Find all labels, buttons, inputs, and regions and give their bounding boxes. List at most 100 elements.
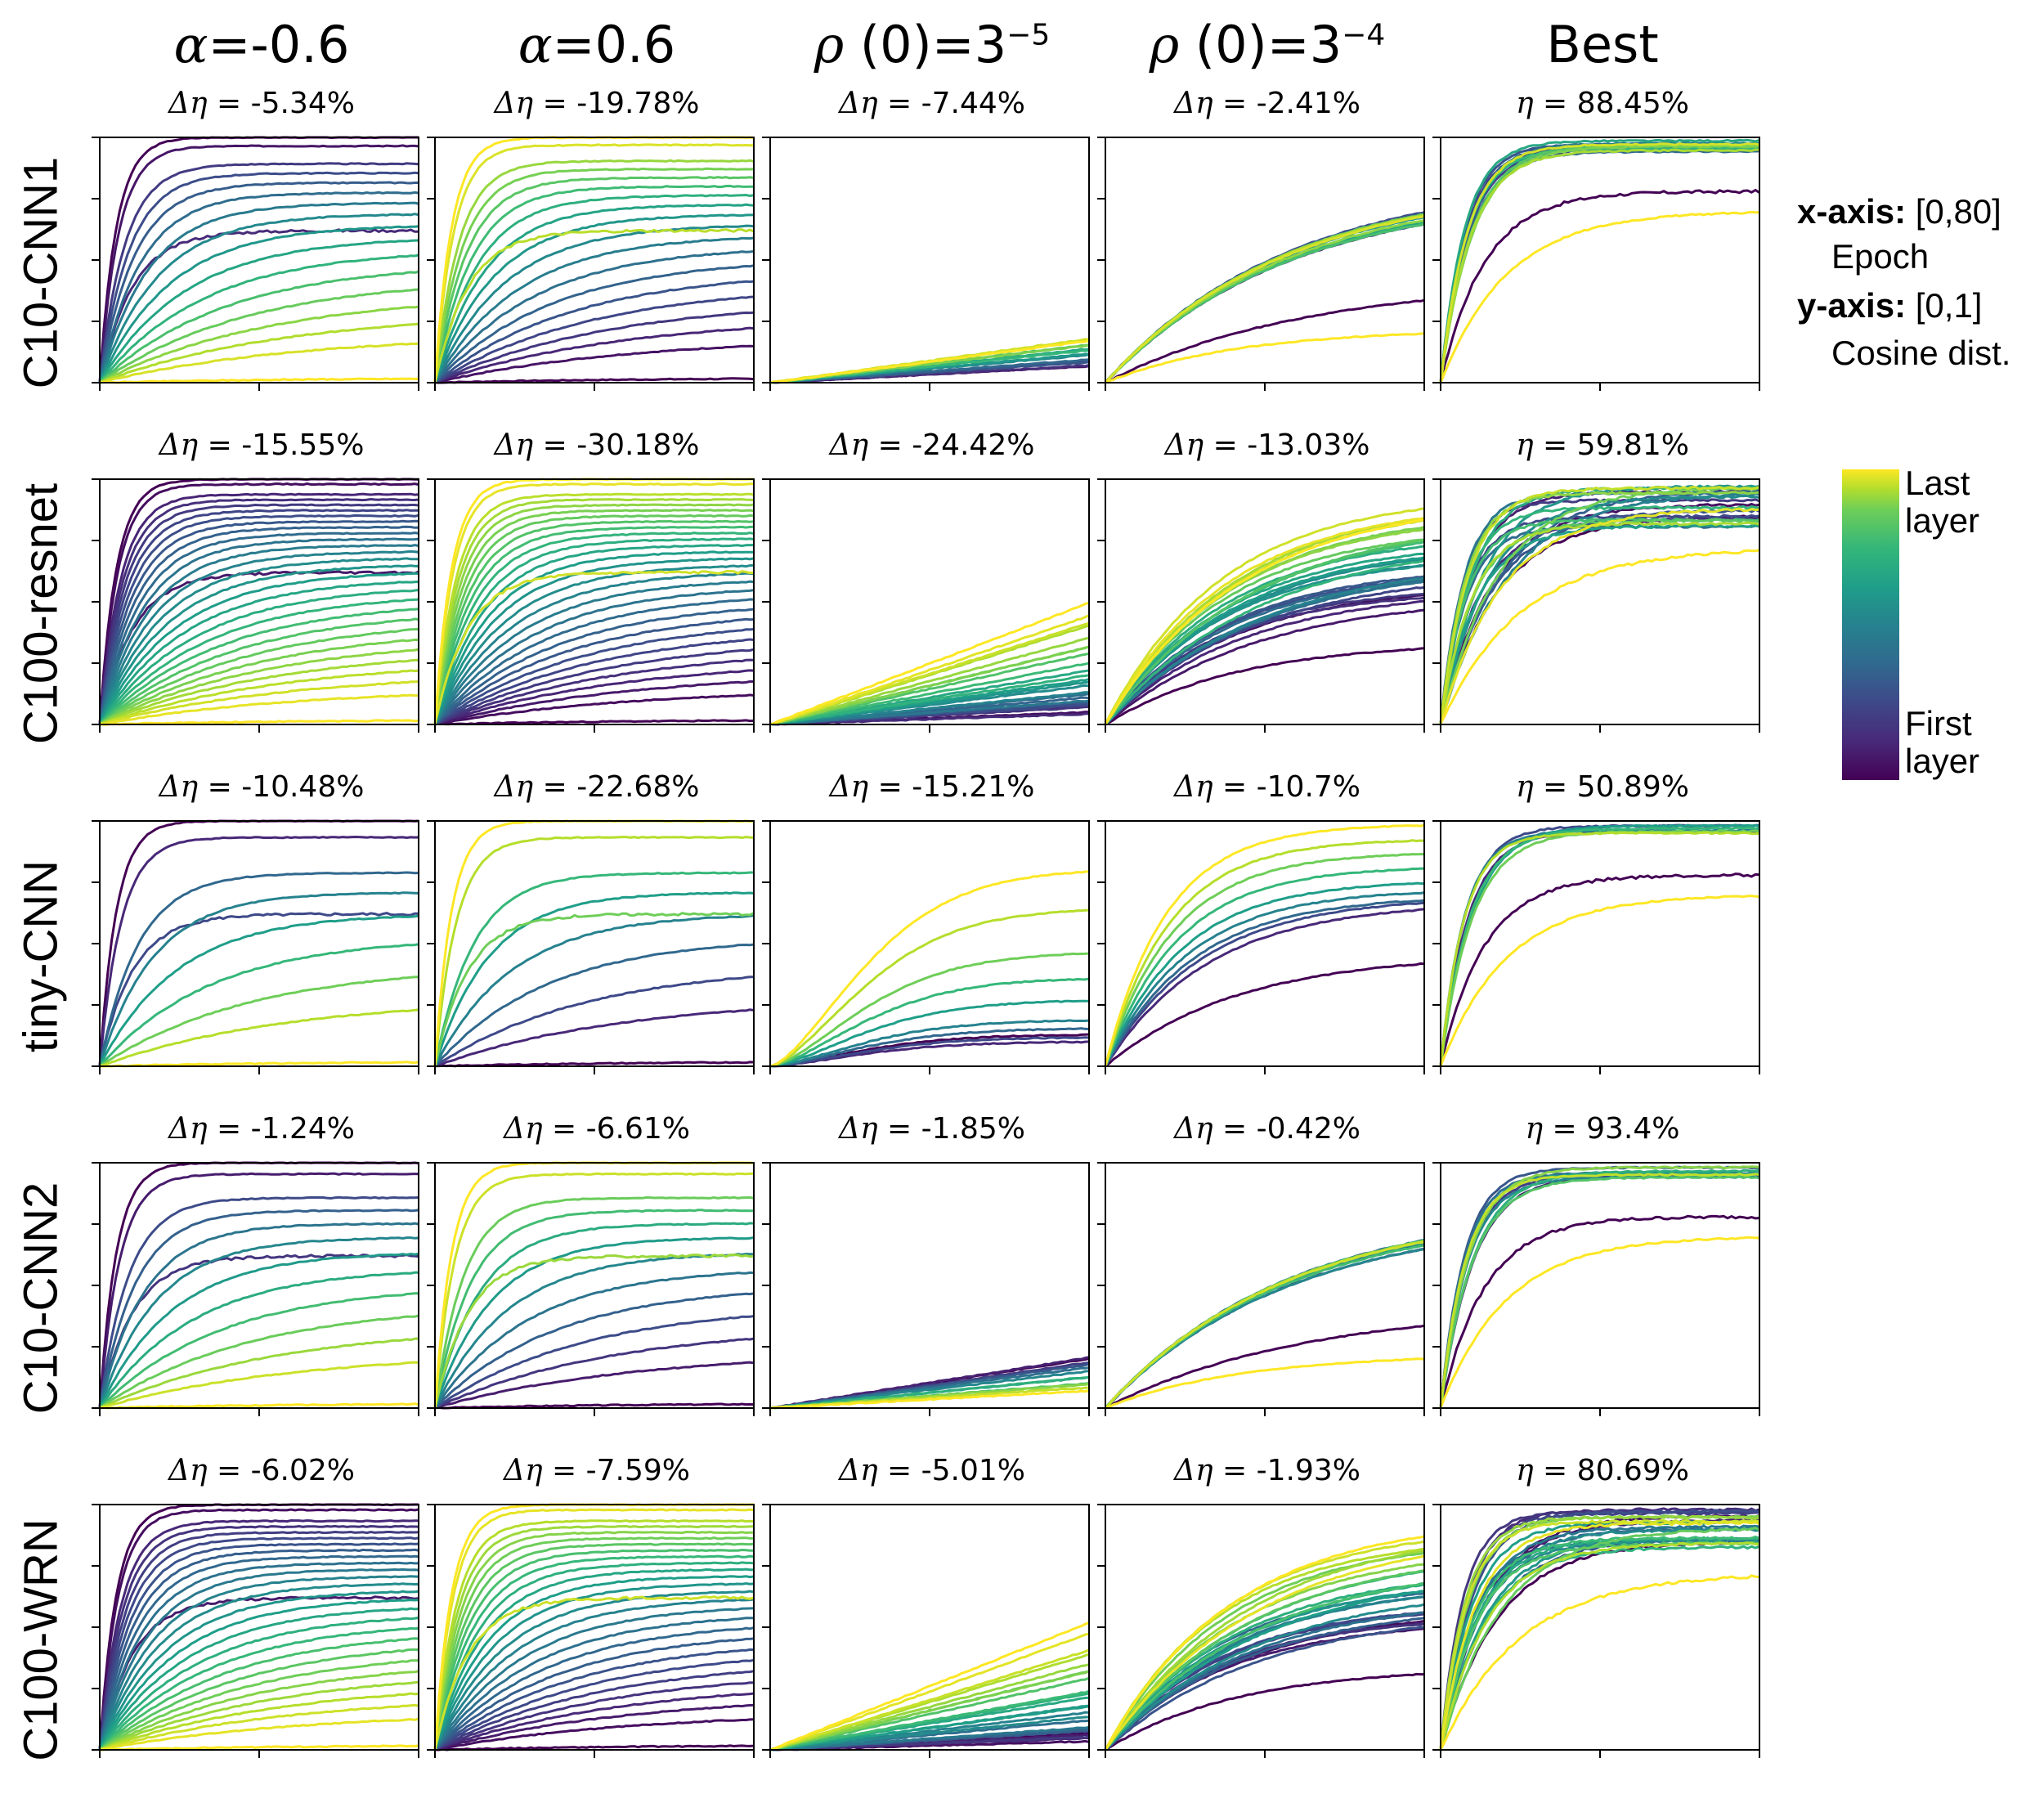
layer-line xyxy=(1104,1238,1425,1409)
layer-line xyxy=(433,1542,755,1751)
layer-line xyxy=(1104,867,1425,1067)
panel-title: Δη = -30.18% xyxy=(494,428,700,462)
layer-line xyxy=(433,1617,754,1751)
panel-title: η = 93.4% xyxy=(1525,1112,1680,1146)
layer-line xyxy=(1104,1243,1425,1410)
layer-line xyxy=(1104,1535,1425,1751)
layer-line xyxy=(1439,1175,1760,1409)
layer-line xyxy=(1105,1357,1425,1410)
layer-line xyxy=(1439,486,1760,725)
layer-line xyxy=(98,1172,419,1408)
layer-line xyxy=(98,253,419,383)
layer-line xyxy=(1439,148,1760,383)
layer-line xyxy=(98,835,419,1067)
layer-line xyxy=(98,228,419,383)
layer-line xyxy=(433,598,755,725)
layer-line xyxy=(1439,826,1760,1066)
layer-line xyxy=(433,531,755,725)
layer-line xyxy=(433,1222,755,1409)
layer-line xyxy=(769,645,1090,726)
layer-line xyxy=(99,1680,419,1751)
panel xyxy=(762,137,1090,391)
panel xyxy=(1432,478,1760,733)
layer-line xyxy=(434,1681,755,1751)
layer-line xyxy=(1104,213,1425,383)
panel-title: Δη = -0.42% xyxy=(1174,1112,1360,1146)
layer-line xyxy=(1104,220,1425,384)
layer-line xyxy=(98,598,419,725)
layer-line xyxy=(769,977,1090,1068)
layer-line xyxy=(99,1692,419,1751)
layer-line xyxy=(1439,1165,1760,1409)
layer-line xyxy=(433,264,755,384)
panel xyxy=(427,478,755,733)
layer-line xyxy=(433,891,755,1067)
layer-line xyxy=(433,213,754,383)
layer-line xyxy=(433,1172,755,1409)
layer-line xyxy=(1105,599,1425,725)
layer-line xyxy=(99,617,419,726)
layer-line xyxy=(1439,138,1760,383)
layer-line xyxy=(98,162,419,383)
layer-line xyxy=(1104,211,1425,383)
layer-line xyxy=(434,377,755,384)
layer-line xyxy=(434,1670,755,1751)
panel-title: Δη = -7.44% xyxy=(839,87,1025,120)
layer-line xyxy=(434,1692,755,1751)
layer-line xyxy=(1439,142,1760,383)
layer-line xyxy=(433,1575,755,1750)
layer-line xyxy=(98,564,419,725)
layer-line xyxy=(1439,1527,1760,1750)
layer-line xyxy=(99,1648,419,1751)
layer-line xyxy=(98,1524,419,1750)
layer-line xyxy=(433,608,755,726)
layer-line xyxy=(1439,523,1760,724)
layer-line xyxy=(433,557,755,725)
layer-line xyxy=(98,519,419,725)
panel-title: Δη = -6.61% xyxy=(504,1112,690,1146)
layer-line xyxy=(98,1292,419,1410)
panel-title: Δη = -1.24% xyxy=(168,1112,355,1146)
y-axis-name: Cosine dist. xyxy=(1831,334,2011,372)
layer-line xyxy=(99,1637,419,1751)
layer-line xyxy=(1104,1242,1425,1410)
layer-line xyxy=(98,557,419,725)
layer-line xyxy=(434,1648,755,1751)
layer-line xyxy=(1104,222,1425,383)
layer-line xyxy=(1439,514,1760,725)
layer-line xyxy=(433,159,755,383)
panel-title: Δη = -13.03% xyxy=(1164,428,1370,462)
layer-line xyxy=(433,1598,755,1751)
layer-line xyxy=(98,914,419,1067)
x-axis-name: Epoch xyxy=(1831,237,1930,276)
layer-line xyxy=(769,1670,1090,1751)
layer-line xyxy=(1439,1173,1760,1408)
panel-frame xyxy=(99,820,419,1067)
layer-line xyxy=(1439,517,1760,724)
panel xyxy=(92,1161,419,1416)
column-title: α=-0.6 xyxy=(173,15,350,74)
layer-line xyxy=(98,503,419,724)
layer-line xyxy=(1439,1509,1760,1751)
layer-line xyxy=(433,203,755,383)
layer-line xyxy=(1439,505,1760,725)
layer-line xyxy=(433,1561,755,1751)
layer-line xyxy=(1104,575,1425,725)
layer-line xyxy=(1439,188,1760,383)
layer-line xyxy=(98,225,419,383)
layer-line xyxy=(769,1388,1090,1410)
layer-line xyxy=(98,1590,419,1751)
layer-line xyxy=(433,1607,755,1751)
panel xyxy=(92,819,419,1074)
layer-line xyxy=(1439,1536,1760,1750)
layer-line xyxy=(99,305,419,384)
layer-line xyxy=(433,497,755,725)
plot-grid xyxy=(92,136,1760,1758)
layer-line xyxy=(1439,872,1760,1067)
layer-line xyxy=(99,669,419,725)
layer-line xyxy=(433,514,755,725)
layer-line xyxy=(433,224,755,383)
layer-line xyxy=(1104,213,1425,383)
layer-line xyxy=(98,544,419,725)
layer-line xyxy=(1104,1244,1425,1410)
